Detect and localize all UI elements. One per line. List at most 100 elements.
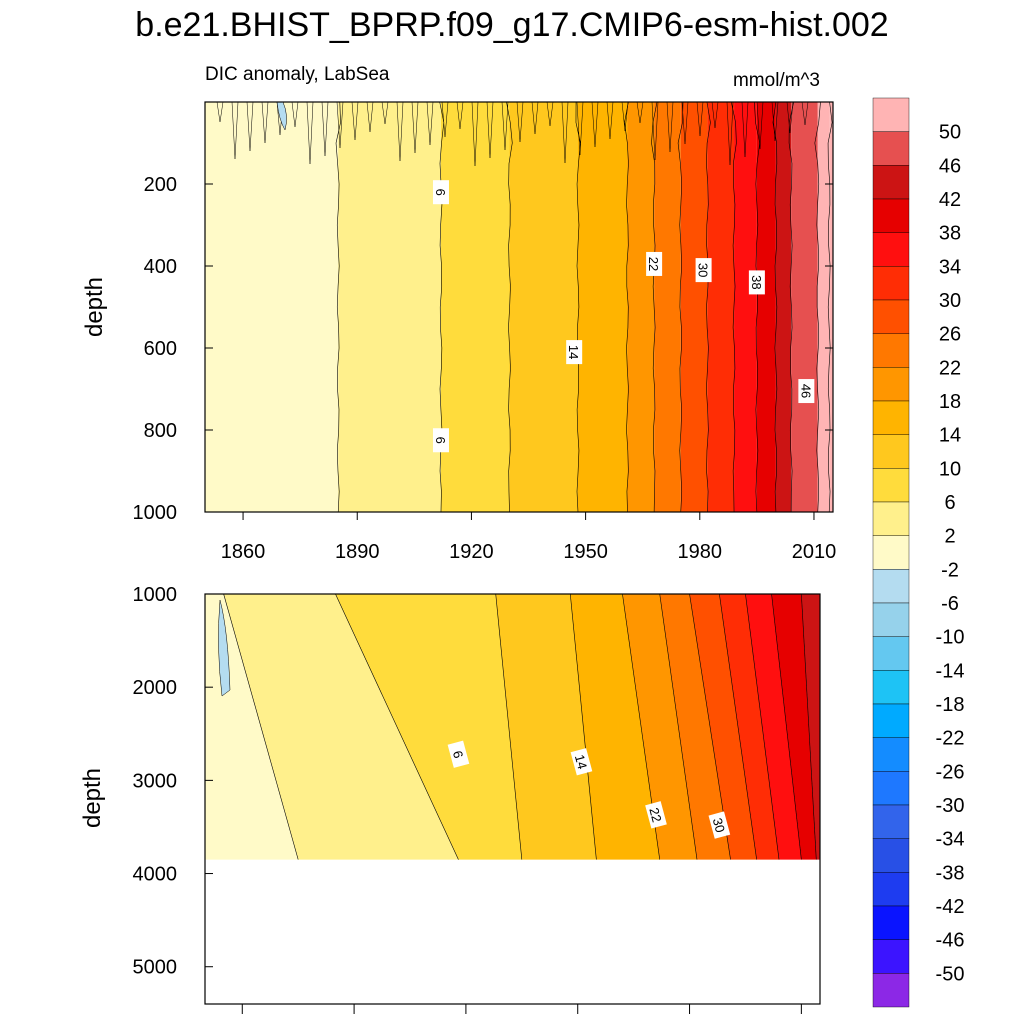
lower-band — [570, 594, 660, 860]
colorbar-swatch — [872, 535, 910, 570]
upper-surface-contour — [261, 101, 269, 144]
upper-surface-contour — [516, 101, 524, 143]
colorbar-swatch — [872, 266, 910, 301]
colorbar-label: 22 — [939, 357, 961, 379]
lower-y-tick-label: 1000 — [133, 584, 178, 606]
lower-contour-label: 30 — [708, 811, 731, 839]
upper-surface-contour — [456, 101, 464, 130]
upper-band — [680, 102, 708, 512]
colorbar-label: 42 — [939, 189, 961, 211]
upper-surface-contour — [636, 101, 644, 124]
upper-x-tick-label: 2010 — [792, 541, 837, 563]
colorbar-swatch — [872, 804, 910, 839]
upper-x-tick-label: 1920 — [449, 541, 494, 563]
colorbar-swatch — [872, 636, 910, 671]
upper-contour-line — [624, 101, 629, 513]
upper-x-tick-label: 1890 — [335, 541, 380, 563]
lower-y-tick-label: 3000 — [133, 770, 178, 792]
colorbar-label: -38 — [936, 862, 965, 884]
lower-band — [622, 594, 697, 860]
upper-contour-line — [814, 101, 821, 513]
upper-negative-patch — [276, 101, 287, 131]
lower-contour-line — [495, 593, 523, 860]
upper-contour-line — [677, 101, 684, 513]
upper-surface-contour — [696, 101, 704, 137]
upper-y-tick-label: 200 — [144, 174, 177, 196]
colorbar-swatch — [872, 737, 910, 772]
colorbar-label: -30 — [936, 795, 965, 817]
colorbar-swatch — [872, 367, 910, 402]
upper-contour-line — [706, 101, 711, 513]
upper-surface-contour — [216, 101, 224, 123]
colorbar-label: 10 — [939, 458, 961, 480]
colorbar-swatch — [872, 602, 910, 637]
colorbar-label: -50 — [936, 963, 965, 985]
upper-band — [829, 102, 833, 512]
upper-contour-label: 14 — [566, 340, 583, 365]
lower-panel: 1000 2000 3000 4000 5000 6 14 22 30 — [133, 584, 821, 1014]
colorbar-swatch — [872, 872, 910, 907]
upper-band — [440, 102, 510, 512]
lower-band — [689, 594, 757, 860]
colorbar: 50 46 42 38 34 30 26 22 18 14 10 6 2 -2 -6 -10 -14 -18 -22… — [872, 97, 965, 1008]
upper-contour-line — [772, 101, 778, 513]
lower-contour-label: 22 — [645, 801, 667, 829]
upper-surface-contour — [441, 101, 449, 138]
colorbar-swatch — [872, 670, 910, 705]
colorbar-swatch — [872, 434, 910, 469]
lower-contour-line — [719, 593, 757, 860]
upper-band — [509, 102, 578, 512]
upper-band — [734, 102, 757, 512]
colorbar-label: -10 — [936, 627, 965, 649]
upper-band — [654, 102, 681, 512]
upper-band — [205, 102, 339, 512]
lower-band — [745, 594, 802, 860]
upper-surface-contour — [321, 101, 329, 157]
colorbar-label: -6 — [941, 593, 959, 615]
upper-surface-contour — [501, 101, 509, 151]
upper-surface-contour — [531, 101, 539, 135]
colorbar-label: -14 — [936, 660, 965, 682]
svg-text:38: 38 — [749, 275, 764, 289]
lower-contour-line — [335, 593, 459, 860]
upper-surface-contour — [666, 101, 674, 153]
upper-contour-label: 6 — [432, 180, 449, 205]
upper-band — [775, 102, 792, 512]
svg-text:22: 22 — [646, 806, 664, 824]
lower-contour-line — [569, 593, 597, 860]
figure-title: b.e21.BHIST_BPRP.f09_g17.CMIP6-esm-hist.… — [135, 6, 888, 44]
upper-surface-contour — [231, 101, 239, 160]
colorbar-label: -2 — [941, 559, 959, 581]
colorbar-swatch — [872, 703, 910, 738]
colorbar-swatch — [872, 468, 910, 503]
upper-contour-label: 6 — [432, 428, 449, 453]
upper-surface-contour — [546, 101, 554, 127]
upper-surface-contour — [741, 101, 749, 158]
colorbar-label: 2 — [944, 526, 955, 548]
lower-negative-patch — [218, 599, 231, 697]
upper-contour-label: 46 — [798, 379, 815, 404]
upper-contour-line — [651, 101, 658, 513]
svg-text:14: 14 — [566, 345, 581, 359]
colorbar-swatch — [872, 232, 910, 267]
upper-band — [707, 102, 735, 512]
upper-surface-contour — [801, 101, 809, 126]
colorbar-swatch — [872, 905, 910, 940]
upper-surface-contour — [246, 101, 254, 152]
svg-text:46: 46 — [798, 384, 813, 398]
colorbar-swatch — [872, 973, 910, 1008]
upper-surface-contour — [681, 101, 689, 145]
colorbar-label: 38 — [939, 223, 961, 245]
upper-contour-line — [575, 101, 581, 513]
upper-y-tick-label: 600 — [144, 338, 177, 360]
colorbar-label: 6 — [944, 492, 955, 514]
upper-contour-line — [754, 101, 761, 513]
upper-y-tick-label: 1000 — [133, 502, 178, 524]
svg-text:30: 30 — [710, 816, 728, 834]
colorbar-label: 46 — [939, 155, 961, 177]
upper-surface-contour — [576, 101, 584, 156]
upper-subtitle-right: mmol/m^3 — [733, 70, 820, 91]
upper-surface-contour — [561, 101, 569, 164]
upper-ylabel: depth — [81, 277, 108, 337]
upper-y-tick-label: 800 — [144, 420, 177, 442]
